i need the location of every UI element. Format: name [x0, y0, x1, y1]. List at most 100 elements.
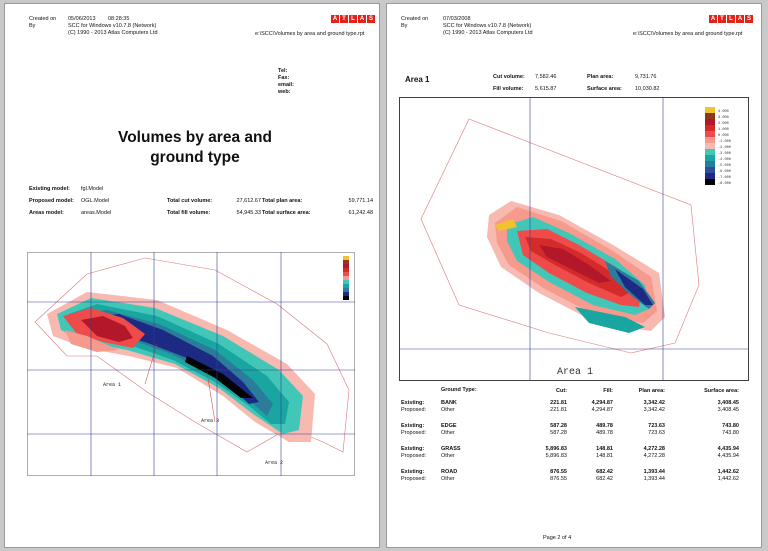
surface-area-label: Surface area:: [587, 86, 622, 92]
total-fill-value: 54,945.33: [236, 210, 261, 216]
proposed-label: Proposed:: [401, 476, 427, 482]
plan-area-value: 3,342.42: [643, 407, 665, 413]
legend-value: -6.000: [718, 170, 731, 174]
created-on-date: 07/03/2008: [443, 16, 471, 22]
ground-type-name: Other: [441, 476, 455, 482]
ground-type-name: Other: [441, 430, 455, 436]
fill-value: 4,294.87: [591, 400, 613, 406]
legend-value: 1.000: [718, 128, 729, 132]
legend-value: -3.000: [718, 152, 731, 156]
web-label: web:: [278, 89, 291, 95]
legend-value: -4.000: [718, 158, 731, 162]
surface-area-value: 3,408.45: [717, 407, 739, 413]
by-label: By: [29, 23, 36, 29]
area-title: Area 1: [405, 75, 430, 84]
header-fill: Fill:: [603, 388, 613, 394]
legend-value: 0.000: [718, 134, 729, 138]
fill-value: 148.81: [596, 446, 613, 452]
total-plan-value: 59,771.14: [348, 198, 373, 204]
logo-letter: L: [727, 15, 735, 23]
plan-area-value: 723.63: [648, 423, 665, 429]
legend-value: -5.000: [718, 164, 731, 168]
map-label-area-1: Area 1: [103, 382, 121, 388]
surface-area-value: 1,442.62: [717, 476, 739, 482]
fax-label: Fax:: [278, 75, 290, 81]
report-title-line-1: Volumes by area and: [118, 129, 272, 146]
plan-area-value: 4,272.28: [643, 446, 665, 452]
ground-type-name: Other: [441, 453, 455, 459]
header-plan-area: Plan area:: [638, 388, 665, 394]
report-page-1: Created on 05/06/2013 08:28:35 By SCC fo…: [4, 3, 380, 548]
proposed-label: Proposed:: [401, 407, 427, 413]
atlas-logo: A T L A S: [709, 15, 753, 23]
fill-volume-label: Fill volume:: [493, 86, 524, 92]
atlas-logo: A T L A S: [331, 15, 375, 23]
legend-value: 4.000: [718, 110, 729, 114]
legend-value: -1.000: [718, 140, 731, 144]
total-fill-label: Total fill volume:: [167, 210, 211, 216]
proposed-label: Proposed:: [401, 453, 427, 459]
logo-letter: S: [745, 15, 753, 23]
legend-value: -8.000: [718, 182, 731, 186]
ground-type-name: GRASS: [441, 446, 461, 452]
created-on-label: Created on: [401, 16, 429, 22]
ground-type-name: EDGE: [441, 423, 457, 429]
logo-letter: L: [349, 15, 357, 23]
cut-value: 221.81: [550, 407, 567, 413]
total-cut-value: 27,612.67: [236, 198, 261, 204]
page-number: Page 2 of 4: [543, 535, 572, 541]
existing-model-value: fgl.Model: [81, 186, 104, 192]
fill-value: 148.81: [596, 453, 613, 459]
cut-volume-label: Cut volume:: [493, 74, 525, 80]
map-label-area-2: Area 2: [265, 460, 283, 466]
areas-model-label: Areas model:: [29, 210, 64, 216]
plan-area-value: 4,272.28: [643, 453, 665, 459]
cut-value: 221.81: [550, 400, 567, 406]
total-surface-label: Total surface area:: [262, 210, 311, 216]
existing-label: Existing:: [401, 400, 425, 406]
created-on-date: 05/06/2013: [68, 16, 96, 22]
total-cut-label: Total cut volume:: [167, 198, 213, 204]
cut-value: 587.28: [550, 423, 567, 429]
logo-letter: A: [331, 15, 339, 23]
existing-model-label: Existing model:: [29, 186, 70, 192]
by-line-2: (C) 1990 - 2013 Atlas Computers Ltd: [443, 30, 533, 36]
fill-value: 489.78: [596, 423, 613, 429]
by-label: By: [401, 23, 408, 29]
logo-letter: A: [736, 15, 744, 23]
site-overview-map: Area 1 Area 3 Area 2: [27, 252, 355, 476]
cut-value: 876.55: [550, 476, 567, 482]
colour-legend: 4.000 3.000 2.000 1.000 0.000 -1.000 -2.…: [705, 107, 731, 186]
surface-area-value: 743.80: [722, 423, 739, 429]
existing-label: Existing:: [401, 446, 425, 452]
fill-value: 682.42: [596, 469, 613, 475]
plan-area-value: 9,731.76: [635, 74, 657, 80]
surface-area-value: 743.80: [722, 430, 739, 436]
plan-area-value: 723.63: [648, 430, 665, 436]
plan-area-value: 1,393.44: [643, 469, 665, 475]
map-label-area-1: Area 1: [557, 367, 593, 378]
header-cut: Cut:: [556, 388, 567, 394]
email-label: email:: [278, 82, 294, 88]
cut-volume-value: 7,582.46: [535, 74, 557, 80]
fill-value: 4,294.87: [591, 407, 613, 413]
surface-area-value: 1,442.62: [717, 469, 739, 475]
ground-type-name: BANK: [441, 400, 457, 406]
report-page-2: Created on 07/03/2008 By SCC for Windows…: [386, 3, 762, 548]
proposed-model-label: Proposed model:: [29, 198, 74, 204]
fill-volume-value: 5,615.87: [535, 86, 557, 92]
cut-value: 5,896.83: [545, 446, 567, 452]
area-1-map: 4.000 3.000 2.000 1.000 0.000 -1.000 -2.…: [399, 97, 749, 381]
logo-letter: A: [358, 15, 366, 23]
existing-label: Existing:: [401, 423, 425, 429]
logo-letter: T: [718, 15, 726, 23]
fill-value: 682.42: [596, 476, 613, 482]
legend-value: -7.000: [718, 176, 731, 180]
total-surface-value: 61,242.48: [348, 210, 373, 216]
logo-letter: S: [367, 15, 375, 23]
proposed-label: Proposed:: [401, 430, 427, 436]
fill-value: 489.78: [596, 430, 613, 436]
surface-area-value: 10,030.82: [635, 86, 660, 92]
areas-model-value: areas.Model: [81, 210, 112, 216]
plan-area-value: 3,342.42: [643, 400, 665, 406]
